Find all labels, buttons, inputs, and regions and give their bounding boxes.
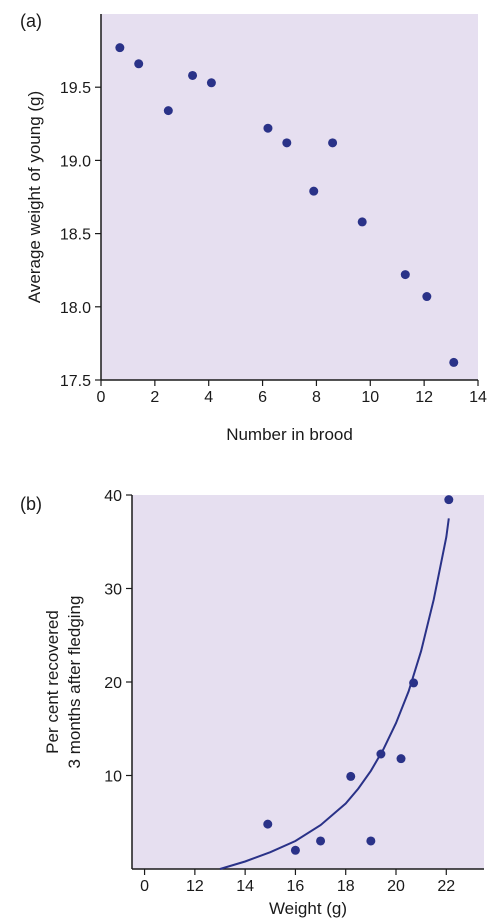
panel-b: 0 12 14 16 18 20 22 10 20 30 40 (b) Weight (g) Pe… <box>20 488 484 918</box>
data-point <box>449 357 459 367</box>
data-point <box>409 678 419 688</box>
panel-a-points <box>115 43 459 367</box>
x-tick-label: 14 <box>469 389 487 406</box>
x-tick-label: 12 <box>186 878 204 895</box>
data-point <box>346 771 356 781</box>
data-point <box>376 749 386 759</box>
panel-a-plot-area <box>101 14 478 380</box>
data-point <box>366 836 376 846</box>
panel-b-fit-curve <box>219 518 450 870</box>
panel-b-points <box>263 495 454 855</box>
y-tick-label: 40 <box>104 488 122 505</box>
y-tick-label: 18.5 <box>60 227 91 244</box>
x-tick-label: 18 <box>337 878 355 895</box>
y-tick-label: 20 <box>104 675 122 692</box>
data-point <box>115 43 125 53</box>
y-tick-label: 10 <box>104 769 122 786</box>
data-point <box>328 138 338 148</box>
panel-a-y-ticks: 17.5 18.0 18.5 19.0 19.5 <box>60 80 101 390</box>
x-tick-label: 16 <box>287 878 305 895</box>
panel-a: 0 2 4 6 8 10 12 14 17.5 18.0 18.5 19.0 19.5 (a) Num… <box>20 11 487 444</box>
x-tick-label: 6 <box>258 389 267 406</box>
data-point <box>188 70 198 80</box>
data-point <box>206 78 216 88</box>
panel-a-x-axis-label: Number in brood <box>226 425 353 444</box>
y-tick-label: 19.0 <box>60 153 91 170</box>
panel-a-x-ticks: 0 2 4 6 8 10 12 14 <box>97 380 487 406</box>
panel-b-label: (b) <box>20 494 42 514</box>
x-tick-label: 0 <box>140 878 149 895</box>
data-point <box>290 845 300 855</box>
data-point <box>396 754 406 764</box>
panel-a-y-axis-label: Average weight of young (g) <box>25 91 44 303</box>
y-tick-label: 17.5 <box>60 373 91 390</box>
y-tick-label: 30 <box>104 582 122 599</box>
data-point <box>422 292 432 302</box>
x-tick-label: 8 <box>312 389 321 406</box>
data-point <box>309 186 319 196</box>
x-tick-label: 22 <box>437 878 455 895</box>
x-tick-label: 2 <box>150 389 159 406</box>
panel-b-x-ticks: 0 12 14 16 18 20 22 <box>140 869 455 895</box>
data-point <box>316 836 326 846</box>
x-tick-label: 14 <box>236 878 254 895</box>
panel-b-x-axis-label: Weight (g) <box>269 899 347 918</box>
x-tick-label: 20 <box>387 878 405 895</box>
data-point <box>444 495 454 505</box>
panel-a-label: (a) <box>20 11 42 31</box>
data-point <box>400 270 410 280</box>
x-tick-label: 0 <box>97 389 106 406</box>
panel-b-y-axis-label-line-1: Per cent recovered <box>43 610 62 754</box>
panel-b-plot-area <box>132 495 484 869</box>
x-tick-label: 12 <box>415 389 433 406</box>
data-point <box>134 59 144 69</box>
data-point <box>263 819 273 829</box>
data-point <box>357 217 367 227</box>
y-tick-label: 18.0 <box>60 300 91 317</box>
y-tick-label: 19.5 <box>60 80 91 97</box>
data-point <box>163 106 173 116</box>
panel-b-y-ticks: 10 20 30 40 <box>104 488 132 786</box>
data-point <box>282 138 292 148</box>
x-tick-label: 4 <box>204 389 213 406</box>
data-point <box>263 123 273 133</box>
panel-b-y-axis-label-line-2: 3 months after fledging <box>65 596 84 769</box>
x-tick-label: 10 <box>361 389 379 406</box>
